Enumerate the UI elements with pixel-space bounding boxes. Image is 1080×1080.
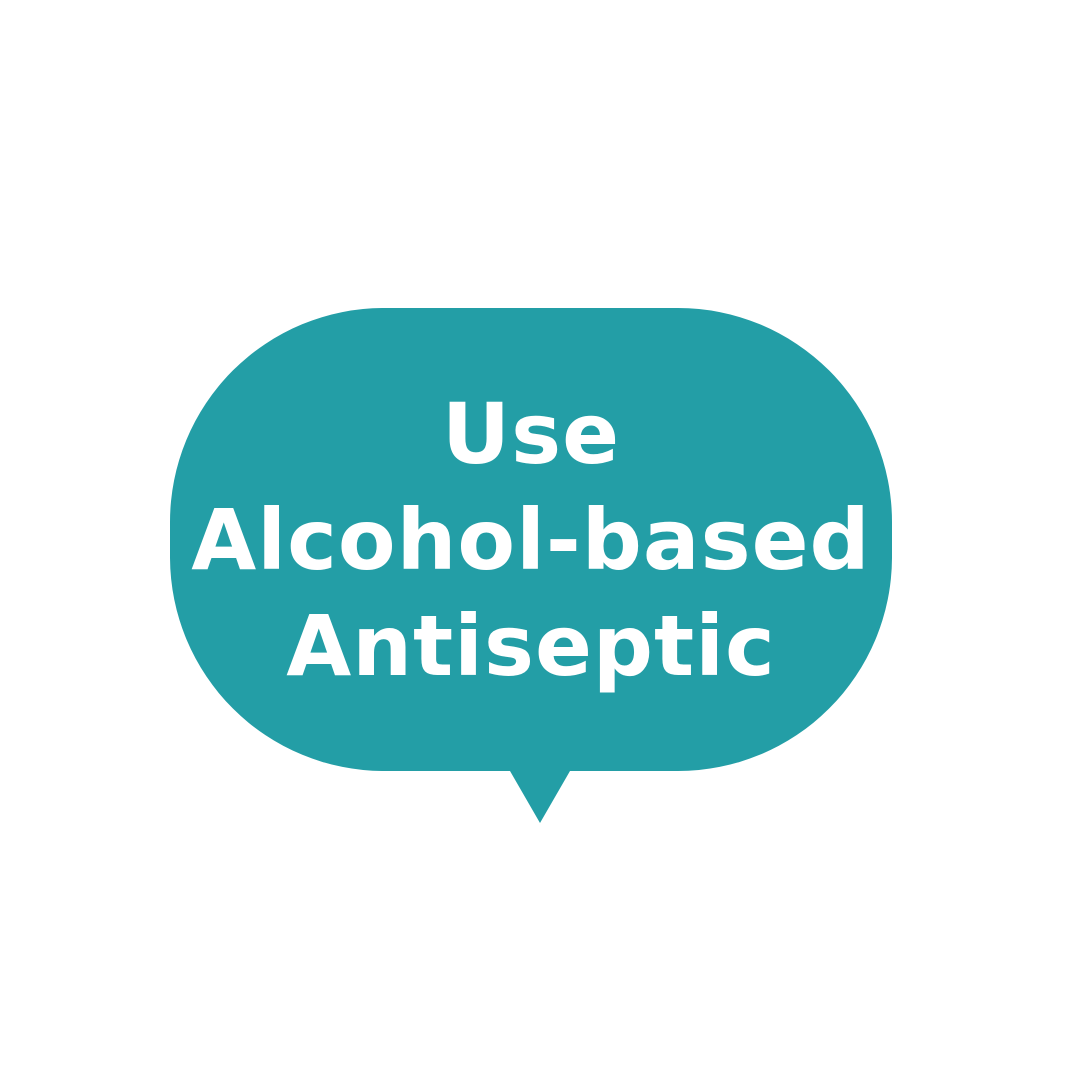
message-line-1: Use [441,384,621,483]
bubble-message: Use Alcohol-based Antiseptic [170,308,892,771]
speech-bubble-shape [170,308,892,823]
message-line-3: Antiseptic [286,596,776,695]
message-line-2: Alcohol-based [191,490,871,589]
